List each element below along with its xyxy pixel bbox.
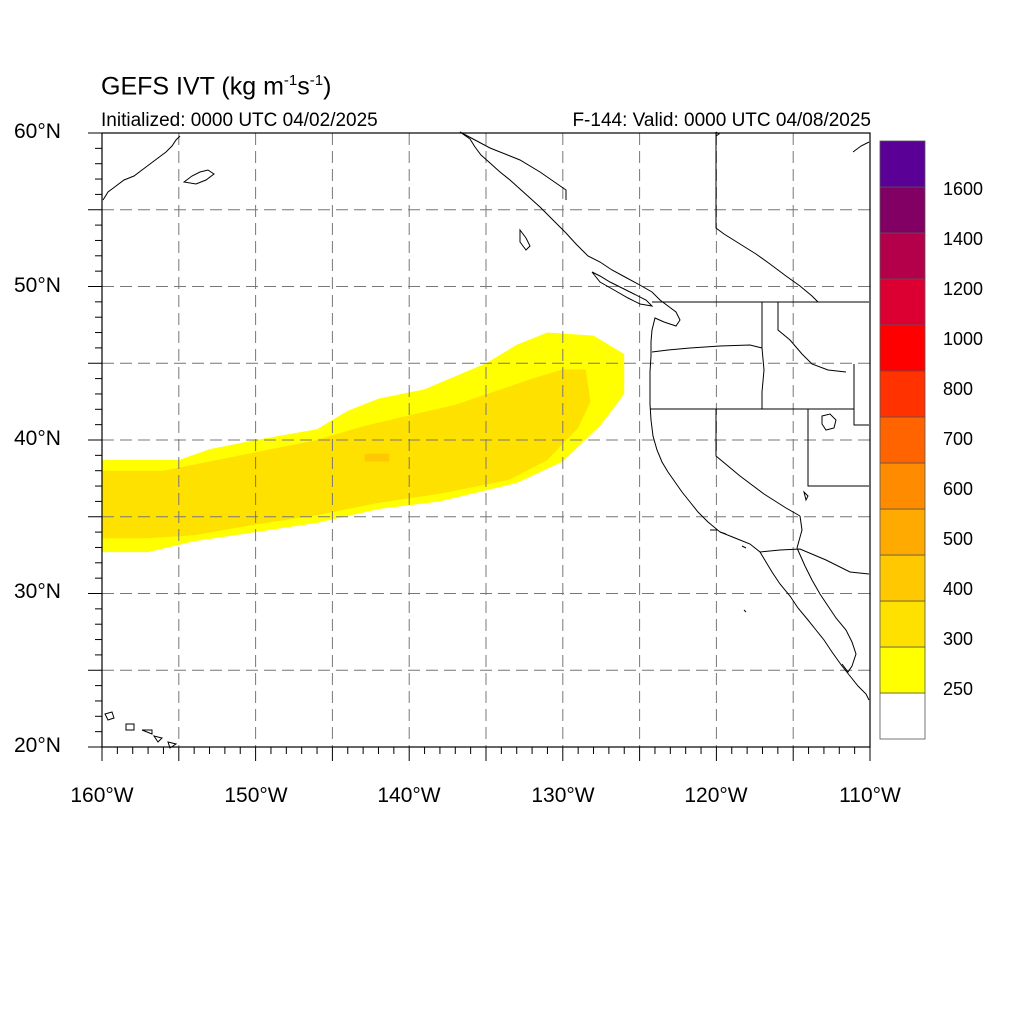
lon-label-110w: 110°W [839,784,901,807]
colorbar-bin [879,646,926,694]
map-frame [88,132,871,761]
us-mexico-border [759,548,870,575]
ivt-400-500 [364,453,390,462]
colorbar-bin [879,462,926,510]
ca-az-border [796,515,803,549]
lon-label-120w: 120°W [684,784,748,807]
map-gridlines [102,133,870,747]
colorbar-bin [879,508,926,556]
nv-ut-border [807,364,869,487]
colorbar-label-800: 800 [943,379,974,399]
colorbar-bin [879,416,926,464]
coastline-great-salt-lake [821,413,837,431]
coastline-salton-lake [803,490,809,502]
colorbar-label-250: 250 [943,679,974,699]
initialized-label: Initialized: 0000 UTC 04/02/2025 [101,110,378,131]
political-boundaries [459,131,870,575]
lon-label-150w: 150°W [224,784,288,807]
colorbar-bin [879,140,926,188]
colorbar-label-500: 500 [943,529,974,549]
ivt-shading [102,332,625,553]
coastline-alaska [102,135,181,201]
colorbar-label-1600: 1600 [943,179,984,199]
colorbar-bin [879,692,926,740]
colorbar-bin [879,554,926,602]
colorbar-label-1000: 1000 [943,329,984,349]
colorbar-bin [879,232,926,280]
ivt-300-400 [102,369,591,539]
alaska-canada-border [459,131,567,200]
colorbar-label-1200: 1200 [943,279,984,299]
colorbar-label-400: 400 [943,579,974,599]
lat-label-40n: 40°N [14,427,61,450]
wa-or-border [651,344,763,353]
colorbar-bin [879,324,926,372]
colorbar-label-600: 600 [943,479,974,499]
coastline-island-kodiak [182,169,215,185]
lat-label-60n: 60°N [14,120,61,143]
coastline-vancouver-island [591,271,654,307]
colorbar-label-1400: 1400 [943,229,984,249]
coastline-hawaii [104,711,178,749]
lat-label-30n: 30°N [14,580,61,603]
valid-time-label: F-144: Valid: 0000 UTC 04/08/2025 [572,110,871,131]
colorbar-bin [879,186,926,234]
coastline-haida-gwaii [519,228,531,251]
lon-label-140w: 140°W [377,784,441,807]
lat-label-50n: 50°N [14,274,61,297]
lon-label-130w: 130°W [531,784,595,807]
colorbar-bin [879,600,926,648]
chart-title: GEFS IVT (kg m-1s-1) [101,72,332,101]
colorbar-bin [879,278,926,326]
colorbar-label-300: 300 [943,629,974,649]
or-id-border [761,347,765,409]
colorbar-bin [879,370,926,418]
lon-label-160w: 160°W [70,784,134,807]
colorbar [879,140,926,740]
ca-nv-border [715,409,801,517]
lat-label-20n: 20°N [14,734,61,757]
coastline-gulf-of-california [796,547,857,673]
wa-id-border [761,302,847,373]
canada-interior-border [715,132,819,303]
coastline-channel-islands [710,529,747,613]
colorbar-label-700: 700 [943,429,974,449]
